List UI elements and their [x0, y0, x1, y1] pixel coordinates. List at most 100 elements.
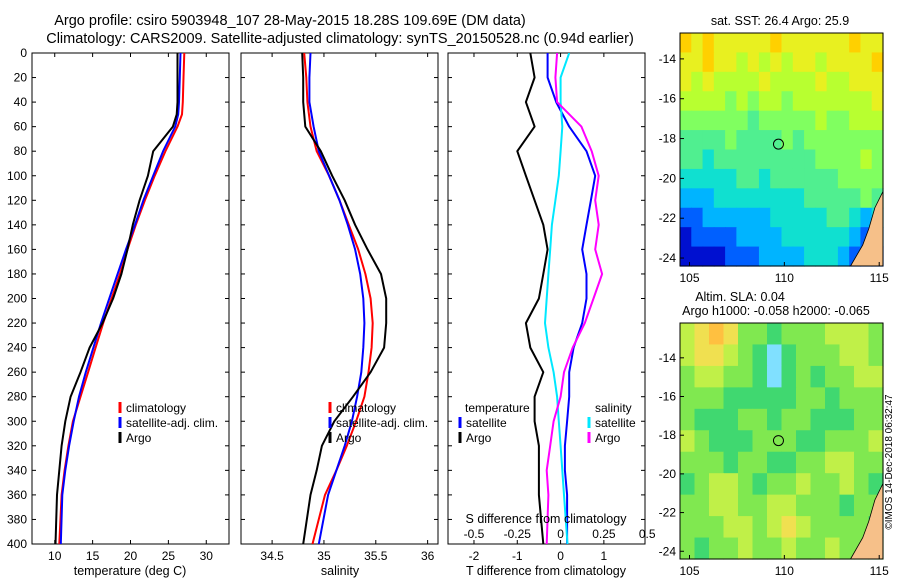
sst_map-cell: [792, 33, 805, 54]
sst_map-cell: [804, 207, 816, 228]
sst_map-cell: [725, 188, 737, 209]
sla-map-panel: 105 110 115 -14 -16 -18 -20 -22 -24: [659, 322, 889, 578]
sst_map-cell: [691, 110, 704, 131]
sst_map-cell: [747, 130, 760, 151]
sla_map-cell: [796, 430, 812, 453]
sst_map-cell: [713, 33, 726, 54]
sla_map-cell: [680, 516, 696, 539]
sla_map-cell: [796, 387, 812, 410]
sst_map-cell: [702, 246, 715, 267]
sst_map-cell: [691, 188, 704, 209]
sst_map-cell: [781, 110, 794, 131]
sla-map-title-1: Altim. SLA: 0.04: [695, 290, 785, 304]
sla_map-cell: [680, 408, 696, 431]
ytick-label: 400: [7, 537, 27, 551]
sst_map-cell: [713, 71, 726, 92]
sst_map-xtick-label: 115: [870, 271, 889, 285]
sst_map-cell: [770, 246, 783, 267]
sst_map-cell: [747, 246, 760, 267]
sst_map-cell: [758, 207, 771, 228]
sst_map-cell: [849, 71, 862, 92]
difference-xtick-label: 0: [557, 549, 564, 563]
sla_map-cell: [767, 323, 783, 346]
sla_map-cell: [709, 451, 725, 474]
sla_map-cell: [752, 408, 768, 431]
sst_map-cell: [691, 33, 704, 54]
sst_map-cell: [725, 227, 737, 248]
sst_map-cell: [736, 168, 749, 189]
sst_map-ytick-label: -16: [659, 92, 677, 106]
title-line-2: Climatology: CARS2009. Satellite-adjuste…: [46, 31, 634, 47]
sla_map-cell: [709, 473, 725, 496]
sla_map-cell: [752, 537, 768, 560]
sst_map-cell: [815, 52, 828, 73]
sla_map-cell: [738, 473, 754, 496]
sst_map-cell: [725, 91, 737, 112]
sst_map-cell: [680, 52, 692, 73]
sst_map-cell: [691, 246, 704, 267]
sla_map-cell: [839, 430, 855, 453]
sla_map-cell: [868, 451, 884, 474]
ytick-label: 280: [7, 390, 27, 404]
sst_map-cell: [736, 188, 749, 209]
sla_map-cell: [810, 365, 826, 388]
sst_map-cell: [702, 33, 715, 54]
sla_map-cell: [825, 451, 841, 474]
sla_map-cell: [738, 365, 754, 388]
sst_map-cell: [758, 246, 771, 267]
sst_map-cell: [758, 91, 771, 112]
sst_map-cell: [713, 149, 726, 170]
sla_map-cell: [694, 387, 710, 410]
sst_map-cell: [713, 207, 726, 228]
sst_map-cell: [758, 110, 771, 131]
sst_map-cell: [747, 71, 760, 92]
sla_map-cell: [796, 494, 812, 517]
sst_map-cell: [781, 52, 794, 73]
sst_map-cell: [713, 110, 726, 131]
sst_map-cell: [680, 246, 692, 267]
sst_map-cell: [871, 71, 884, 92]
sst_map-cell: [747, 149, 760, 170]
sst_map-cell: [691, 168, 704, 189]
legend-label: satellite-adj. clim.: [336, 416, 428, 430]
sst_map-cell: [725, 33, 737, 54]
sst_map-cell: [815, 110, 828, 131]
sst_map-cell: [826, 33, 839, 54]
sst_map-cell: [758, 188, 771, 209]
sst_map-cell: [770, 188, 783, 209]
sla_map-cell: [767, 430, 783, 453]
ytick-label: 260: [7, 365, 27, 379]
ytick-label: 380: [7, 512, 27, 526]
sst_map-cell: [792, 71, 805, 92]
sla_map-cell: [738, 408, 754, 431]
legend-label: climatology: [126, 401, 186, 415]
sst_map-cell: [815, 246, 828, 267]
ytick-label: 220: [7, 316, 27, 330]
sst_map-cell: [770, 33, 783, 54]
difference-s-xtick-label: 0.25: [592, 527, 616, 541]
sst_map-cell: [837, 168, 850, 189]
sst_map-cell: [837, 33, 850, 54]
ytick-label: 300: [7, 414, 27, 428]
sst_map-cell: [736, 71, 749, 92]
sst_map-cell: [691, 91, 704, 112]
salinity-series-satellite-adj-clim-: [308, 53, 366, 544]
sst_map-cell: [849, 207, 862, 228]
sst_map-cell: [826, 91, 839, 112]
difference-xtick-label: -2: [469, 549, 480, 563]
sla_map-ytick-label: -22: [659, 506, 677, 520]
sst_map-cell: [792, 227, 805, 248]
sla_map-cell: [868, 365, 884, 388]
sst_map-xtick-label: 105: [679, 271, 699, 285]
sst_map-cell: [871, 52, 884, 73]
sla_map-cell: [709, 344, 725, 367]
sst_map-cell: [758, 168, 771, 189]
legend-label: Argo: [336, 431, 362, 445]
legend-title-salinity: salinity: [595, 401, 632, 415]
sla_map-cell: [738, 387, 754, 410]
sst_map-cell: [770, 149, 783, 170]
sst_map-cell: [860, 71, 873, 92]
sla_map-xtick-label: 115: [870, 564, 889, 578]
ytick-label: 120: [7, 193, 27, 207]
